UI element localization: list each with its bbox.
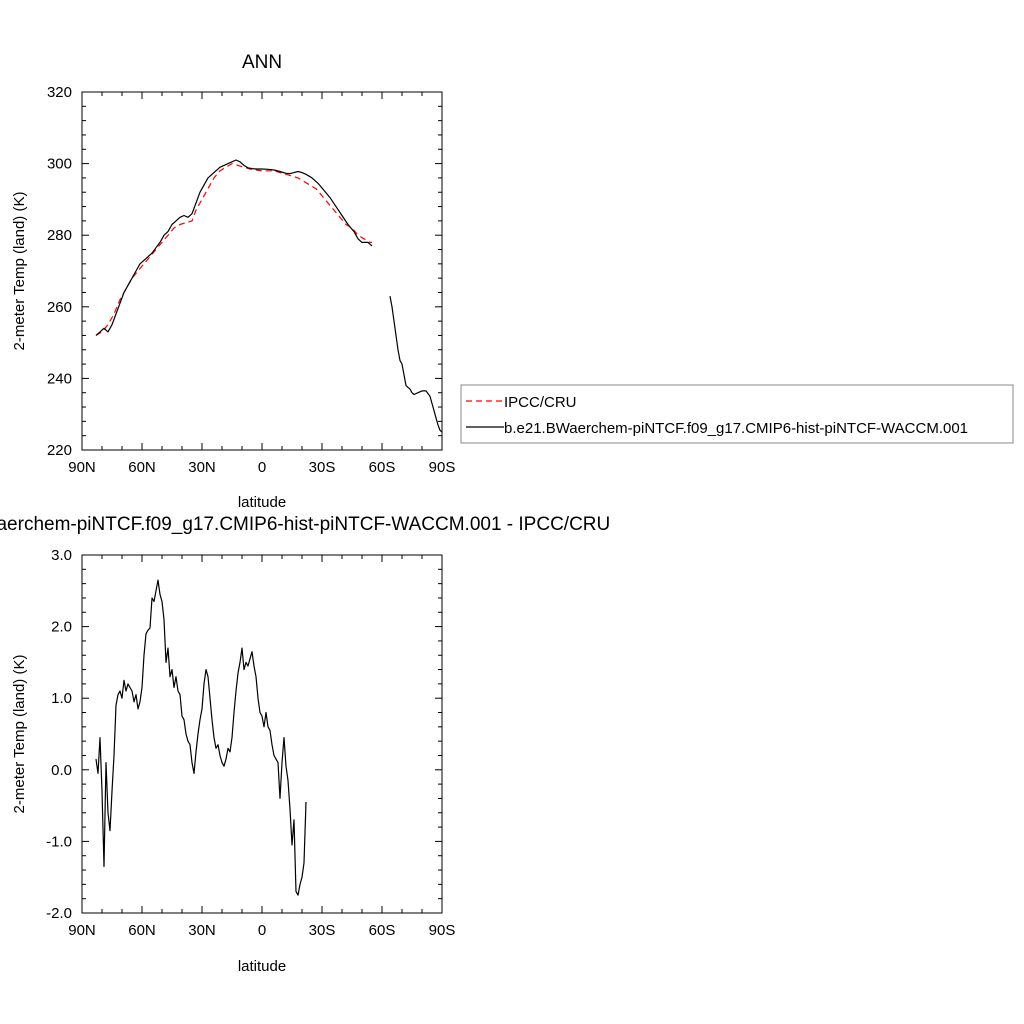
legend-label-model: b.e21.BWaerchem-piNTCF.f09_g17.CMIP6-his…: [504, 420, 968, 437]
top-y-tick-label: 220: [47, 442, 72, 459]
bottom-plot-data: [95, 579, 307, 896]
bottom-plot-panel: b.e21.BWaerchem-piNTCF.f09_g17.CMIP6-his…: [0, 514, 610, 975]
top-x-tick-label: 30S: [309, 459, 336, 476]
top-series-line-ipcc-cru: [95, 163, 372, 336]
bottom-plot-title: b.e21.BWaerchem-piNTCF.f09_g17.CMIP6-his…: [0, 514, 610, 535]
bottom-x-tick-label: 90S: [429, 922, 456, 939]
bottom-x-tick-label: 60S: [369, 922, 396, 939]
top-y-tick-label: 240: [47, 370, 72, 387]
top-x-tick-label: 90S: [429, 459, 456, 476]
bottom-y-tick-label: -2.0: [46, 905, 72, 922]
bottom-x-tick-label: 90N: [68, 922, 96, 939]
legend-box: [460, 384, 1014, 444]
bottom-y-tick-label: 1.0: [51, 690, 72, 707]
top-y-axis-label: 2-meter Temp (land) (K): [11, 192, 28, 351]
top-x-tick-label: 30N: [188, 459, 216, 476]
top-y-tick-label: 260: [47, 299, 72, 316]
bottom-y-tick-label: 3.0: [51, 547, 72, 564]
bottom-x-axis-label: latitude: [238, 958, 286, 975]
top-plot-data: [95, 159, 443, 433]
top-series-line-model: [389, 295, 443, 433]
bottom-plot-ticks: 90N 60N 30N 0 30S 60S 90S -2.0 -1.0 0.0 1.0 2.0 3.0: [46, 547, 455, 939]
top-y-tick-label: 320: [47, 84, 72, 101]
top-x-tick-label: 60S: [369, 459, 396, 476]
bottom-plot-frame: [81, 554, 443, 914]
bottom-x-tick-label: 30S: [309, 922, 336, 939]
top-series-line-model: [95, 159, 373, 336]
bottom-x-tick-label: 0: [258, 922, 266, 939]
top-x-axis-label: latitude: [238, 494, 286, 511]
bottom-y-tick-label: 0.0: [51, 762, 72, 779]
top-plot-title: ANN: [242, 52, 282, 73]
bottom-y-axis-label: 2-meter Temp (land) (K): [11, 655, 28, 814]
bottom-x-tick-label: 30N: [188, 922, 216, 939]
top-plot-panel: ANN 90N 60N 30N 0 30S 60S 90S 220 240 260 280 300 32…: [11, 52, 455, 511]
legend: IPCC/CRU b.e21.BWaerchem-piNTCF.f09_g17.…: [460, 384, 1014, 444]
bottom-y-tick-label: 2.0: [51, 619, 72, 636]
legend-label-ipcc-cru: IPCC/CRU: [504, 394, 577, 411]
top-x-tick-label: 90N: [68, 459, 96, 476]
top-x-tick-label: 60N: [128, 459, 156, 476]
top-plot-ticks: 90N 60N 30N 0 30S 60S 90S 220 240 260 280 300 320: [47, 84, 455, 476]
top-x-tick-label: 0: [258, 459, 266, 476]
bottom-series-line-model: [95, 579, 307, 896]
top-y-tick-label: 280: [47, 227, 72, 244]
bottom-x-tick-label: 60N: [128, 922, 156, 939]
bottom-y-tick-label: -1.0: [46, 833, 72, 850]
top-y-tick-label: 300: [47, 156, 72, 173]
